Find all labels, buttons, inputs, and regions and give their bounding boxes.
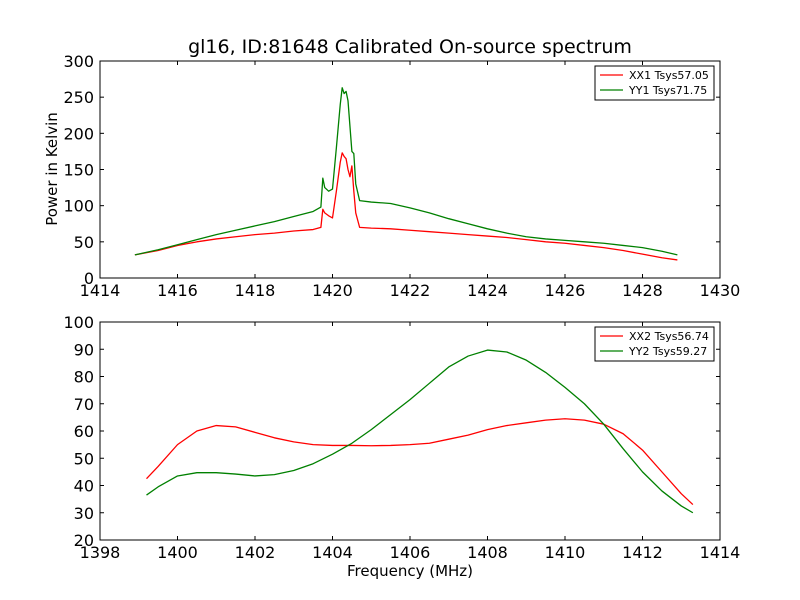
y-tick-label: 50 xyxy=(74,449,94,468)
y-tick-label: 70 xyxy=(74,395,94,414)
x-tick-label: 1416 xyxy=(157,281,198,300)
legend-label-1: XX2 Tsys56.74 xyxy=(629,330,709,343)
y-tick-label: 100 xyxy=(63,197,94,216)
x-tick-label: 1408 xyxy=(467,543,508,562)
y-tick-label: 50 xyxy=(74,233,94,252)
y-axis-label-top: Power in Kelvin xyxy=(43,112,61,226)
y-tick-label: 100 xyxy=(63,313,94,332)
legend-label-2: YY2 Tsys59.27 xyxy=(628,345,707,358)
top-panel: 1414 1416 1418 1420 1422 1424 1426 1428 1430 0 50 1… xyxy=(63,52,740,300)
y-tick-label: 20 xyxy=(74,531,94,550)
y-tick-label: 90 xyxy=(74,340,94,359)
y-tick-label: 150 xyxy=(63,161,94,180)
bottom-panel: 1398 1400 1402 1404 1406 1408 1410 1412 1414 20 30… xyxy=(63,313,740,562)
legend-box xyxy=(594,326,715,362)
y-tick-label: 80 xyxy=(74,368,94,387)
y-tick-label: 60 xyxy=(74,422,94,441)
x-tick-label: 1400 xyxy=(157,543,198,562)
x-tick-label: 1412 xyxy=(622,543,663,562)
y-tick-label: 30 xyxy=(74,504,94,523)
series-line-2 xyxy=(134,87,678,256)
x-tick-label: 1402 xyxy=(235,543,276,562)
series-line-1 xyxy=(146,418,694,506)
series-line-2 xyxy=(146,349,694,514)
legend-label-1: XX1 Tsys57.05 xyxy=(629,69,709,82)
x-tick-label: 1428 xyxy=(622,281,663,300)
legend: XX1 Tsys57.05 YY1 Tsys71.75 xyxy=(594,65,715,101)
x-tick-label: 1418 xyxy=(235,281,276,300)
x-tick-label: 1414 xyxy=(700,543,741,562)
y-tick-label: 0 xyxy=(84,269,94,288)
x-tick-label: 1430 xyxy=(700,281,741,300)
x-tick-label: 1424 xyxy=(467,281,508,300)
x-tick-label: 1414 xyxy=(80,281,121,300)
legend: XX2 Tsys56.74 YY2 Tsys59.27 xyxy=(594,326,715,362)
y-tick-label: 250 xyxy=(63,88,94,107)
x-tick-label: 1398 xyxy=(80,543,121,562)
y-tick-label: 200 xyxy=(63,124,94,143)
y-tick-label: 300 xyxy=(63,52,94,71)
legend-box xyxy=(594,65,715,101)
series-line-1 xyxy=(134,152,678,261)
x-tick-label: 1406 xyxy=(390,543,431,562)
x-tick-label: 1404 xyxy=(312,543,353,562)
x-tick-label: 1426 xyxy=(545,281,586,300)
chart-title: gl16, ID:81648 Calibrated On-source spec… xyxy=(188,36,632,58)
y-tick-label: 40 xyxy=(74,477,94,496)
legend-label-2: YY1 Tsys71.75 xyxy=(628,84,707,97)
x-tick-label: 1422 xyxy=(390,281,431,300)
x-tick-label: 1410 xyxy=(545,543,586,562)
x-tick-label: 1420 xyxy=(312,281,353,300)
x-axis-label-bottom: Frequency (MHz) xyxy=(347,562,473,580)
